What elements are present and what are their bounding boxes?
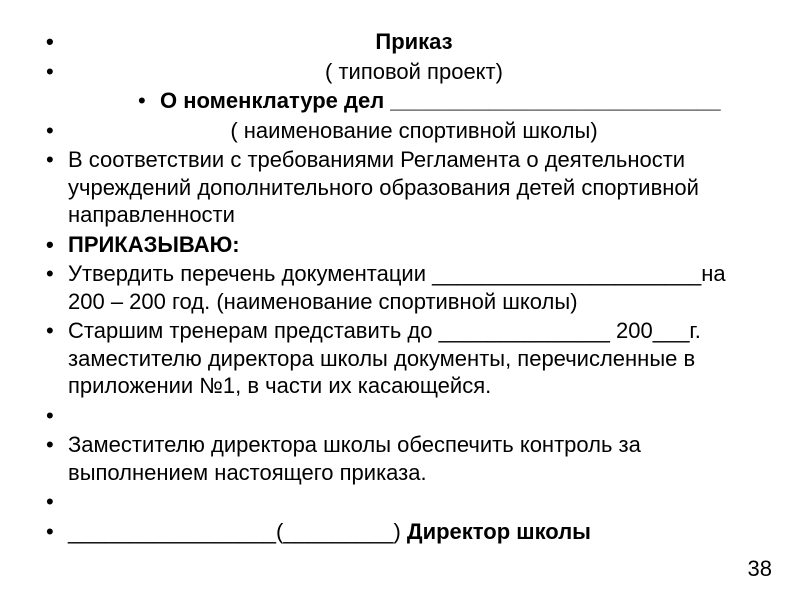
slide: Приказ ( типовой проект) О номенклатуре … [0,0,800,600]
director-label: Директор школы [407,519,591,544]
bullet-preamble: В соответствии с требованиями Регламента… [40,146,760,229]
bullet-item-1: Утвердить перечень документации ________… [40,260,760,315]
bullet-empty [40,488,760,516]
bullet-text: Заместителю директора школы обеспечить к… [68,432,641,485]
bullet-item-2: Старшим тренерам представить до ________… [40,317,760,400]
bullet-signature: _________________(_________) Директор шк… [40,518,760,546]
bullet-item-3: Заместителю директора школы обеспечить к… [40,431,760,486]
bullet-school-name-label: ( наименование спортивной школы) [40,117,760,145]
bullet-text: В соответствии с требованиями Регламента… [68,147,699,227]
bullet-list: Приказ ( типовой проект) О номенклатуре … [40,28,760,545]
bullet-text: ( наименование спортивной школы) [230,118,597,143]
bullet-text: О номенклатуре дел _____________________… [160,88,721,113]
page-number: 38 [748,556,772,582]
bullet-empty [40,402,760,430]
bullet-nomenclature: О номенклатуре дел _____________________… [40,87,760,115]
bullet-text: Утвердить перечень документации ________… [68,261,726,314]
signature-line: _________________(_________) [68,519,407,544]
bullet-text: ПРИКАЗЫВАЮ: [68,232,240,257]
bullet-text: Приказ [375,29,452,54]
bullet-subtitle: ( типовой проект) [40,58,760,86]
bullet-text: ( типовой проект) [325,59,503,84]
bullet-text: Старшим тренерам представить до ________… [68,318,701,398]
bullet-order-word: ПРИКАЗЫВАЮ: [40,231,760,259]
bullet-title: Приказ [40,28,760,56]
